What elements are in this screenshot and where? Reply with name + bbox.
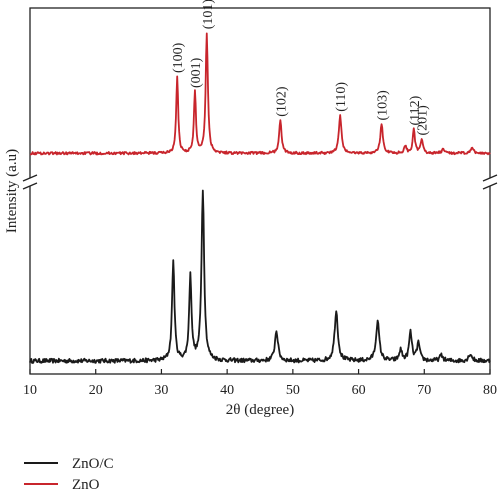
x-axis-ticks: 10 20 30 40 50 60 70 80 — [23, 369, 497, 398]
break-mark-left-lower — [22, 182, 38, 190]
peak-label-103: (103) — [376, 90, 391, 121]
peak-annotations: (100) (001) (101) (102) (110) (103) (112)(201) — [171, 0, 431, 136]
legend-label-zno-c: ZnO/C — [72, 456, 114, 472]
break-gap-left — [23, 178, 37, 186]
series-layer — [29, 32, 491, 364]
x-tick-label-20: 20 — [89, 383, 103, 398]
peak-label-112: (112) — [408, 95, 423, 125]
series-line-zno-c — [29, 189, 491, 364]
x-tick-label-10: 10 — [23, 383, 37, 398]
x-tick-label-80: 80 — [483, 383, 497, 398]
legend-label-zno: ZnO — [72, 477, 100, 490]
axis-break-marks — [22, 174, 498, 190]
x-tick-label-70: 70 — [417, 383, 431, 398]
plot-frame — [29, 7, 491, 375]
peak-label-001: (001) — [189, 57, 204, 88]
x-axis-title: 2θ (degree) — [226, 402, 294, 418]
x-tick-label-60: 60 — [352, 383, 366, 398]
break-mark-right-lower — [482, 182, 498, 190]
x-tick-label-50: 50 — [286, 383, 300, 398]
peak-label-100: (100) — [171, 42, 186, 73]
peak-label-110: (110) — [334, 82, 349, 112]
x-tick-label-30: 30 — [154, 383, 168, 398]
peak-label-201: (201) — [416, 105, 431, 136]
peak-label-101: (101) — [201, 0, 216, 29]
legend: ZnO/C ZnO — [24, 456, 114, 490]
peak-label-102: (102) — [274, 86, 289, 117]
y-axis-title: Intensity (a.u) — [4, 149, 20, 233]
break-gap-right — [483, 178, 497, 186]
series-line-zno — [29, 32, 491, 156]
break-mark-left-upper — [22, 174, 38, 182]
break-mark-right-upper — [482, 174, 498, 182]
x-tick-label-40: 40 — [220, 383, 234, 398]
